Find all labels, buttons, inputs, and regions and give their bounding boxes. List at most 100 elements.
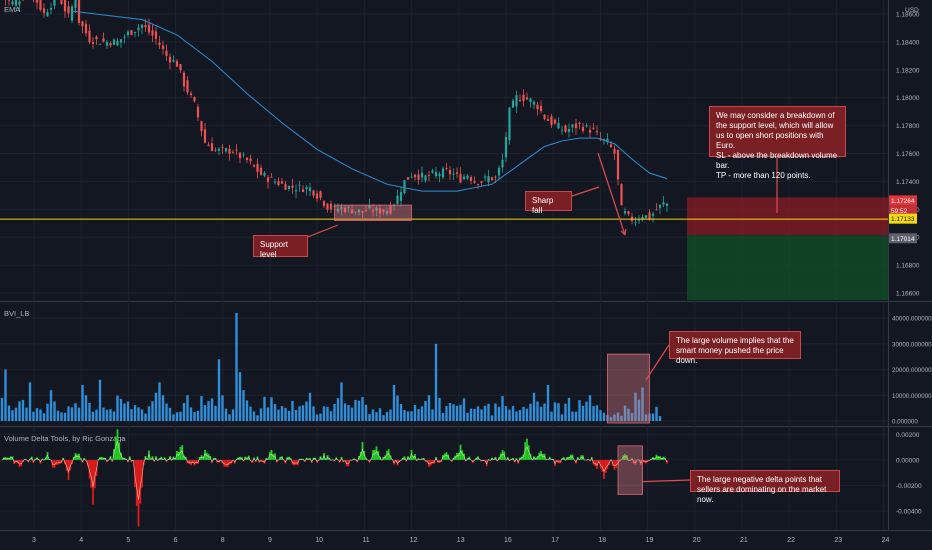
- candle-body: [189, 93, 193, 95]
- candle-body: [455, 172, 459, 174]
- candle-body: [385, 211, 389, 215]
- candle-body: [154, 31, 158, 39]
- candle-body: [126, 31, 130, 36]
- volume-bar: [7, 405, 11, 421]
- volume-bar: [18, 401, 21, 421]
- volume-bar: [515, 411, 518, 421]
- candle-body: [259, 167, 263, 175]
- ema-line: [71, 10, 668, 192]
- volume-bar: [501, 396, 504, 421]
- price-tick-label: 1.17400: [896, 179, 920, 186]
- candle-body: [378, 208, 382, 214]
- candle-body: [49, 7, 53, 10]
- support-level-note[interactable]: Support level: [253, 235, 308, 259]
- volume-bar: [564, 403, 567, 421]
- volume-bar: [63, 412, 67, 421]
- countdown-label: 59:52: [891, 208, 908, 215]
- candle-body: [382, 209, 385, 212]
- volume-bar: [88, 403, 91, 421]
- volume-bar: [347, 405, 350, 421]
- volume-pointer-line: [645, 344, 670, 381]
- candle-body: [651, 213, 655, 216]
- candle-body: [574, 123, 578, 129]
- volume-bar: [543, 403, 546, 421]
- candle-body: [599, 138, 602, 139]
- time-tick-label: 24: [882, 537, 890, 544]
- volume-tick-label: 40000.000000: [892, 316, 932, 323]
- volume-bar: [291, 400, 294, 421]
- volume-bar: [224, 408, 228, 421]
- volume-bar: [511, 406, 515, 421]
- volume-bar: [644, 414, 648, 421]
- candles-group: [5, 0, 669, 227]
- volume-bar: [84, 395, 88, 421]
- candle-body: [550, 116, 553, 126]
- candle-body: [609, 144, 613, 147]
- delta-note[interactable]: The large negative delta points that sel…: [690, 470, 840, 504]
- volume-bar: [298, 406, 301, 421]
- breakdown-note[interactable]: We may consider a breakdown of the suppo…: [709, 106, 846, 180]
- price-tick-label: 1.16800: [896, 263, 920, 270]
- volume-bar: [466, 412, 469, 421]
- candle-body: [291, 185, 294, 188]
- volume-bar: [585, 401, 588, 421]
- volume-bar: [252, 411, 256, 421]
- volume-tick-label: 30000.000000: [892, 341, 932, 348]
- candle-body: [420, 172, 424, 178]
- candle-body: [245, 157, 249, 160]
- support-highlight-box: [334, 204, 412, 221]
- candle-body: [466, 175, 469, 179]
- candle-body: [210, 143, 214, 152]
- volume-bar: [235, 313, 238, 421]
- candle-body: [560, 129, 564, 131]
- candle-body: [403, 180, 406, 194]
- candle-body: [70, 6, 74, 21]
- stop-loss-zone: [687, 197, 888, 236]
- volume-bar: [32, 411, 35, 421]
- candle-body: [364, 210, 368, 212]
- time-tick-label: 20: [693, 537, 701, 544]
- volume-bar: [550, 411, 553, 421]
- volume-bar: [336, 398, 340, 421]
- volume-bar: [357, 400, 361, 421]
- candle-body: [445, 168, 448, 170]
- candle-body: [207, 144, 210, 146]
- sharp-fall-note[interactable]: Sharp fall: [525, 191, 572, 215]
- candle-body: [553, 119, 557, 124]
- volume-bar: [382, 415, 385, 421]
- volume-bar: [469, 408, 473, 421]
- candle-body: [308, 187, 312, 192]
- volume-bar: [144, 413, 147, 421]
- volume-bar: [581, 405, 585, 421]
- candle-body: [427, 175, 431, 176]
- candle-body: [557, 123, 560, 129]
- candle-body: [543, 114, 546, 119]
- candle-body: [175, 61, 179, 67]
- volume-note[interactable]: The large volume implies that the smart …: [669, 331, 801, 365]
- candle-body: [522, 94, 525, 101]
- candle-body: [84, 23, 88, 34]
- volume-bar: [441, 413, 445, 421]
- candle-body: [368, 205, 371, 209]
- sharp-fall-pointer-line: [571, 186, 600, 197]
- candle-body: [235, 149, 238, 151]
- candle-body: [105, 41, 109, 46]
- price-tick-label: 1.16600: [896, 291, 920, 298]
- candle-body: [469, 177, 473, 181]
- volume-bar: [308, 392, 312, 421]
- volume-bar: [123, 403, 126, 421]
- candle-body: [326, 203, 329, 210]
- volume-bar: [140, 409, 144, 421]
- candle-body: [546, 119, 550, 121]
- candle-body: [417, 174, 420, 180]
- volume-bar: [130, 409, 133, 421]
- candle-body: [350, 209, 354, 214]
- main-panel-label: EMA: [4, 5, 20, 14]
- volume-bar: [375, 412, 378, 421]
- volume-bar: [595, 405, 599, 421]
- volume-bar: [81, 385, 84, 421]
- candle-body: [592, 127, 595, 129]
- volume-bar: [417, 409, 420, 421]
